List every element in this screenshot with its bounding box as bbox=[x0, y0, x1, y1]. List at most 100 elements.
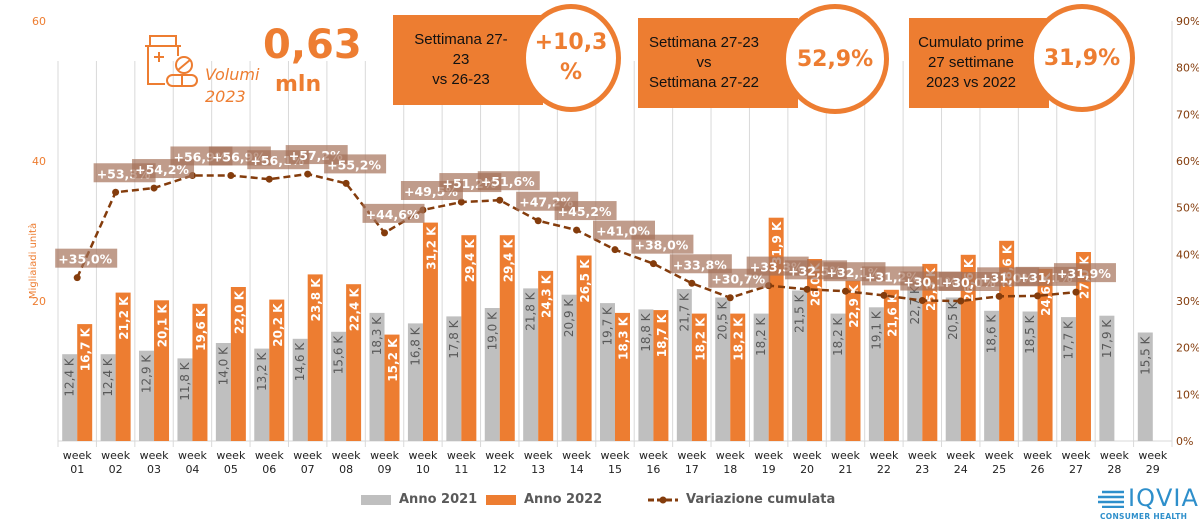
bar-anno-2021 bbox=[484, 308, 500, 441]
x-tick-label: 20 bbox=[800, 463, 814, 476]
variazione-point bbox=[73, 274, 81, 282]
bar-label-2021: 12,4 K bbox=[101, 357, 115, 397]
bar-label-2021: 17,8 K bbox=[447, 319, 461, 359]
variazione-label: +51,6% bbox=[481, 174, 535, 189]
variazione-point bbox=[150, 184, 158, 192]
x-tick-label: 02 bbox=[109, 463, 123, 476]
bar-anno-2021 bbox=[715, 297, 731, 441]
bar-label-2022: 18,3 K bbox=[617, 316, 631, 360]
x-tick-label: week bbox=[908, 449, 938, 462]
bar-anno-2021 bbox=[446, 316, 462, 441]
x-tick-label: 12 bbox=[493, 463, 507, 476]
bar-label-2021: 16,8 K bbox=[408, 326, 422, 366]
bar-anno-2021 bbox=[254, 348, 270, 441]
bar-anno-2022 bbox=[384, 334, 400, 441]
bar-label-2021: 13,2 K bbox=[255, 351, 269, 391]
variazione-point bbox=[381, 229, 389, 237]
bar-anno-2021 bbox=[100, 354, 116, 441]
variazione-point bbox=[880, 291, 888, 299]
bar-anno-2021 bbox=[792, 290, 808, 441]
x-tick-label: 08 bbox=[339, 463, 353, 476]
bar-anno-2021 bbox=[1099, 315, 1115, 441]
bar-anno-2022 bbox=[499, 235, 515, 441]
variazione-label: +45,2% bbox=[558, 204, 612, 219]
bar-label-2022: 22,9 K bbox=[847, 284, 861, 328]
bar-anno-2022 bbox=[1075, 252, 1091, 441]
bar-anno-2021 bbox=[369, 312, 385, 441]
y2-tick-label: 20% bbox=[1176, 342, 1199, 355]
bar-label-2021: 20,5 K bbox=[716, 300, 730, 340]
x-tick-label: week bbox=[831, 449, 861, 462]
bar-label-2022: 24,3 K bbox=[540, 274, 554, 318]
bar-label-2021: 14,6 K bbox=[293, 342, 307, 382]
y2-tick-label: 60% bbox=[1176, 155, 1199, 168]
bar-anno-2022 bbox=[730, 313, 746, 441]
x-tick-label: week bbox=[869, 449, 899, 462]
x-tick-label: week bbox=[63, 449, 93, 462]
bar-anno-2021 bbox=[984, 310, 1000, 441]
bar-label-2021: 20,9 K bbox=[562, 298, 576, 338]
x-tick-label: 19 bbox=[762, 463, 776, 476]
x-tick-label: 18 bbox=[723, 463, 737, 476]
variazione-point bbox=[957, 297, 965, 305]
x-tick-label: 01 bbox=[70, 463, 84, 476]
bar-label-2022: 19,6 K bbox=[194, 307, 208, 351]
y2-tick-label: 30% bbox=[1176, 295, 1199, 308]
bar-label-2021: 17,9 K bbox=[1100, 319, 1114, 359]
x-tick-label: 16 bbox=[646, 463, 660, 476]
x-tick-label: week bbox=[1023, 449, 1053, 462]
headline-unit: mln bbox=[275, 72, 322, 97]
variazione-point bbox=[112, 188, 120, 196]
variazione-point bbox=[534, 217, 542, 225]
x-tick-label: 06 bbox=[262, 463, 276, 476]
variazione-label: +35,0% bbox=[58, 252, 112, 267]
bar-label-2021: 18,5 K bbox=[1023, 314, 1037, 354]
variazione-point bbox=[649, 260, 657, 268]
kpi-cumulative-value: 31,9% bbox=[1029, 4, 1135, 112]
x-tick-label: 21 bbox=[838, 463, 852, 476]
x-tick-label: week bbox=[408, 449, 438, 462]
bar-label-2021: 18,8 K bbox=[639, 312, 653, 352]
bar-anno-2022 bbox=[807, 259, 823, 441]
bar-anno-2022 bbox=[422, 222, 438, 441]
variazione-point bbox=[1072, 288, 1080, 296]
x-tick-label: 15 bbox=[608, 463, 622, 476]
variazione-label: +31,9% bbox=[1057, 266, 1111, 281]
bar-anno-2021 bbox=[1137, 332, 1153, 441]
kpi-cumulative-label: Cumulato prime 27 settimane 2023 vs 2022 bbox=[909, 18, 1049, 108]
x-tick-label: 05 bbox=[224, 463, 238, 476]
variazione-point bbox=[688, 279, 696, 287]
x-tick-label: week bbox=[946, 449, 976, 462]
variazione-label: +55,2% bbox=[327, 157, 381, 172]
bar-anno-2022 bbox=[883, 289, 899, 441]
x-tick-label: 28 bbox=[1107, 463, 1121, 476]
bar-anno-2022 bbox=[1037, 268, 1053, 441]
x-tick-label: week bbox=[754, 449, 784, 462]
bar-label-2021: 21,5 K bbox=[793, 293, 807, 333]
variazione-point bbox=[227, 171, 235, 179]
bar-label-2022: 21,6 K bbox=[885, 293, 899, 337]
bar-anno-2022 bbox=[999, 240, 1015, 441]
x-tick-label: week bbox=[524, 449, 554, 462]
bar-anno-2022 bbox=[77, 324, 93, 441]
x-tick-label: 07 bbox=[301, 463, 315, 476]
bar-anno-2021 bbox=[638, 309, 654, 441]
x-tick-label: week bbox=[985, 449, 1015, 462]
x-tick-label: 11 bbox=[454, 463, 468, 476]
y-tick-label: 60 bbox=[32, 15, 46, 28]
bar-anno-2021 bbox=[868, 307, 884, 441]
bar-anno-2021 bbox=[62, 354, 78, 441]
bar-label-2021: 18,2 K bbox=[754, 316, 768, 356]
bar-anno-2021 bbox=[830, 313, 846, 441]
bar-label-2022: 21,2 K bbox=[117, 296, 131, 340]
bar-label-2021: 12,9 K bbox=[140, 354, 154, 394]
x-tick-label: 24 bbox=[954, 463, 968, 476]
x-tick-label: week bbox=[293, 449, 323, 462]
kpi-yoy-week-value: 52,9% bbox=[781, 4, 889, 114]
bar-anno-2022 bbox=[691, 313, 707, 441]
variazione-point bbox=[803, 285, 811, 293]
x-tick-label: week bbox=[677, 449, 707, 462]
bar-label-2021: 17,7 K bbox=[1061, 320, 1075, 360]
bar-anno-2021 bbox=[523, 288, 539, 441]
pill-bottle-icon bbox=[145, 35, 198, 87]
